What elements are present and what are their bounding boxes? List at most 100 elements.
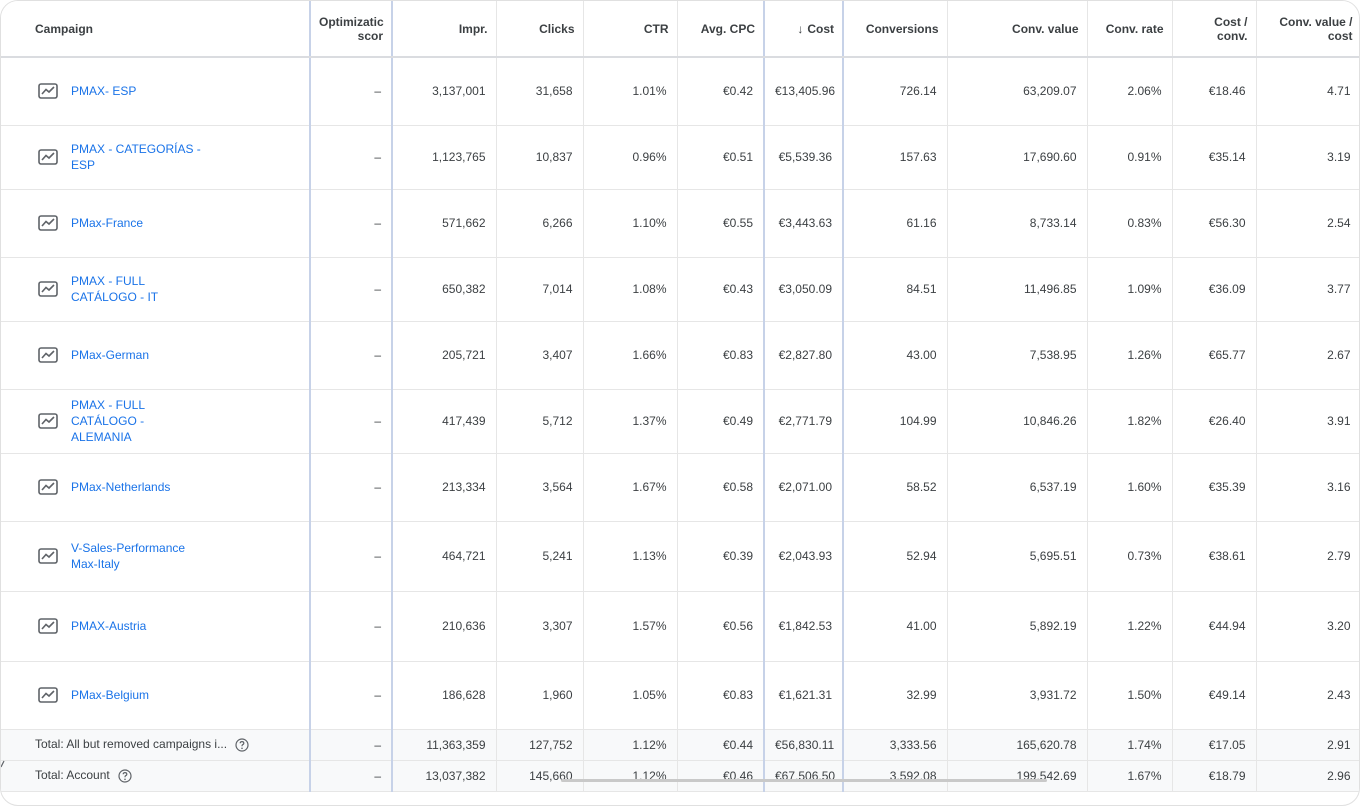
- help-circle-icon[interactable]: [118, 769, 132, 783]
- ctr-cell: 1.08%: [583, 257, 678, 322]
- total-impressions-cell: 11,363,359: [392, 729, 497, 761]
- table-row[interactable]: PMax-Netherlands –213,334 3,564 1.67% €0.58 €…: [1, 453, 1359, 522]
- campaign-name-link[interactable]: PMAX - FULL CATÁLOGO - IT: [71, 274, 159, 304]
- table-row[interactable]: PMAX-Austria –210,636 3,307 1.57% €0.56 €1,84…: [1, 591, 1359, 662]
- optimization-score-cell: –: [309, 591, 393, 662]
- campaign-cell-content: PMax-Netherlands: [37, 478, 299, 496]
- conv-rate-cell: 0.91%: [1087, 125, 1173, 190]
- cost-per-conv-cell: €38.61: [1172, 521, 1257, 592]
- campaign-cell-content: PMAX - FULL CATÁLOGO - ALEMANIA: [37, 397, 299, 445]
- avg-cpc-cell: €0.42: [677, 57, 765, 126]
- campaign-name-link[interactable]: PMax-Belgium: [71, 688, 150, 702]
- column-header-avg-cpc[interactable]: Avg. CPC: [677, 1, 765, 58]
- table-row[interactable]: PMax-France –571,662 6,266 1.10% €0.55 €3,443…: [1, 189, 1359, 258]
- column-header-conversions[interactable]: Conversions: [843, 1, 948, 58]
- conversions-cell: 726.14: [843, 57, 948, 126]
- conv-value-cell: 5,695.51: [947, 521, 1088, 592]
- conv-rate-cell: 2.06%: [1087, 57, 1173, 126]
- cost-per-conv-cell: €56.30: [1172, 189, 1257, 258]
- total-optimization-score-cell: –: [309, 760, 393, 792]
- conv-rate-cell: 1.09%: [1087, 257, 1173, 322]
- table-row[interactable]: PMax-Belgium –186,628 1,960 1.05% €0.83 €1,62…: [1, 661, 1359, 730]
- cost-cell: €2,827.80: [763, 321, 844, 390]
- conv-value-cell: 7,538.95: [947, 321, 1088, 390]
- horizontal-scrollbar[interactable]: [561, 779, 1047, 782]
- campaign-name-link[interactable]: PMAX - CATEGORÍAS - ESP: [71, 142, 201, 172]
- conv-value-per-cost-cell: 3.16: [1256, 453, 1359, 522]
- optimization-score-cell: –: [309, 125, 393, 190]
- cost-per-conv-cell: €26.40: [1172, 389, 1257, 454]
- table-row[interactable]: PMax-German –205,721 3,407 1.66% €0.83 €2,827…: [1, 321, 1359, 390]
- conv-value-per-cost-cell: 3.20: [1256, 591, 1359, 662]
- column-header-cost-per-conv[interactable]: Cost / conv.: [1172, 1, 1257, 58]
- campaign-cell: PMax-German: [1, 321, 311, 390]
- performance-max-campaign-icon: [37, 686, 59, 704]
- total-impressions-cell: 13,037,382: [392, 760, 497, 792]
- total-avg-cpc-cell: €0.46: [677, 760, 765, 792]
- conversions-cell: 58.52: [843, 453, 948, 522]
- total-row: Total: Account –13,037,382 145,660 1.12% €0.…: [1, 760, 1359, 792]
- impressions-cell: 417,439: [392, 389, 497, 454]
- conv-rate-cell: 1.60%: [1087, 453, 1173, 522]
- campaign-name-link[interactable]: PMAX-Austria: [71, 619, 147, 633]
- conv-value-per-cost-cell: 4.71: [1256, 57, 1359, 126]
- impressions-cell: 1,123,765: [392, 125, 497, 190]
- conv-value-cell: 5,892.19: [947, 591, 1088, 662]
- total-conv-value-cell: 165,620.78: [947, 729, 1088, 761]
- table-row[interactable]: V-Sales-Performance Max-Italy –464,721 5,2…: [1, 521, 1359, 592]
- impressions-cell: 464,721: [392, 521, 497, 592]
- column-header-cost[interactable]: ↓ Cost: [763, 1, 844, 58]
- conv-value-cell: 10,846.26: [947, 389, 1088, 454]
- optimization-score-cell: –: [309, 257, 393, 322]
- campaign-cell-content: V-Sales-Performance Max-Italy: [37, 540, 299, 572]
- optimization-score-cell: –: [309, 453, 393, 522]
- conv-value-per-cost-cell: 2.79: [1256, 521, 1359, 592]
- campaign-cell-content: PMAX - FULL CATÁLOGO - IT: [37, 273, 299, 305]
- campaign-cell: PMAX - CATEGORÍAS - ESP: [1, 125, 311, 190]
- conv-value-cell: 17,690.60: [947, 125, 1088, 190]
- conv-value-cell: 11,496.85: [947, 257, 1088, 322]
- column-header-conv-value-per-cost[interactable]: Conv. value / cost: [1256, 1, 1359, 58]
- column-header-ctr[interactable]: CTR: [583, 1, 678, 58]
- column-header-campaign[interactable]: Campaign: [1, 1, 311, 58]
- total-clicks-cell: 145,660: [496, 760, 584, 792]
- conv-rate-cell: 0.73%: [1087, 521, 1173, 592]
- column-header-conv-value[interactable]: Conv. value: [947, 1, 1088, 58]
- performance-max-campaign-icon: [37, 82, 59, 100]
- campaign-name-link[interactable]: PMAX- ESP: [71, 84, 137, 99]
- conversions-cell: 61.16: [843, 189, 948, 258]
- conversions-cell: 32.99: [843, 661, 948, 730]
- campaign-cell: PMAX- ESP: [1, 57, 311, 126]
- optimization-score-cell: –: [309, 661, 393, 730]
- campaign-name-link[interactable]: PMax-Netherlands: [71, 480, 171, 494]
- avg-cpc-cell: €0.51: [677, 125, 765, 190]
- ctr-cell: 1.57%: [583, 591, 678, 662]
- table-row[interactable]: PMAX - CATEGORÍAS - ESP –1,123,765 10,837 0…: [1, 125, 1359, 190]
- help-circle-icon[interactable]: [235, 738, 249, 752]
- column-header-impressions[interactable]: Impr.: [392, 1, 497, 58]
- conv-value-per-cost-cell: 3.91: [1256, 389, 1359, 454]
- impressions-cell: 186,628: [392, 661, 497, 730]
- table-row[interactable]: PMAX - FULL CATÁLOGO - ALEMANIA –417,439 5…: [1, 389, 1359, 454]
- avg-cpc-cell: €0.43: [677, 257, 765, 322]
- table-row[interactable]: PMAX- ESP –3,137,001 31,658 1.01% €0.42 €13,4…: [1, 57, 1359, 126]
- campaign-name-link[interactable]: PMax-France: [71, 216, 144, 230]
- optimization-score-cell: –: [309, 521, 393, 592]
- campaign-name-link[interactable]: PMAX - FULL CATÁLOGO - ALEMANIA: [71, 398, 145, 444]
- avg-cpc-cell: €0.49: [677, 389, 765, 454]
- campaign-name-link[interactable]: PMax-German: [71, 348, 150, 362]
- column-header-conv-rate[interactable]: Conv. rate: [1087, 1, 1173, 58]
- cost-per-conv-cell: €18.46: [1172, 57, 1257, 126]
- table-row[interactable]: PMAX - FULL CATÁLOGO - IT –650,382 7,014 1.…: [1, 257, 1359, 322]
- campaign-name-link[interactable]: V-Sales-Performance Max-Italy: [71, 541, 186, 571]
- total-avg-cpc-cell: €0.44: [677, 729, 765, 761]
- conv-value-per-cost-cell: 2.67: [1256, 321, 1359, 390]
- column-header-optimization-score[interactable]: Optimizatic scor: [309, 1, 393, 58]
- conversions-cell: 104.99: [843, 389, 948, 454]
- column-header-clicks[interactable]: Clicks: [496, 1, 584, 58]
- campaign-cell: V-Sales-Performance Max-Italy: [1, 521, 311, 592]
- cost-cell: €2,771.79: [763, 389, 844, 454]
- performance-max-campaign-icon: [37, 346, 59, 364]
